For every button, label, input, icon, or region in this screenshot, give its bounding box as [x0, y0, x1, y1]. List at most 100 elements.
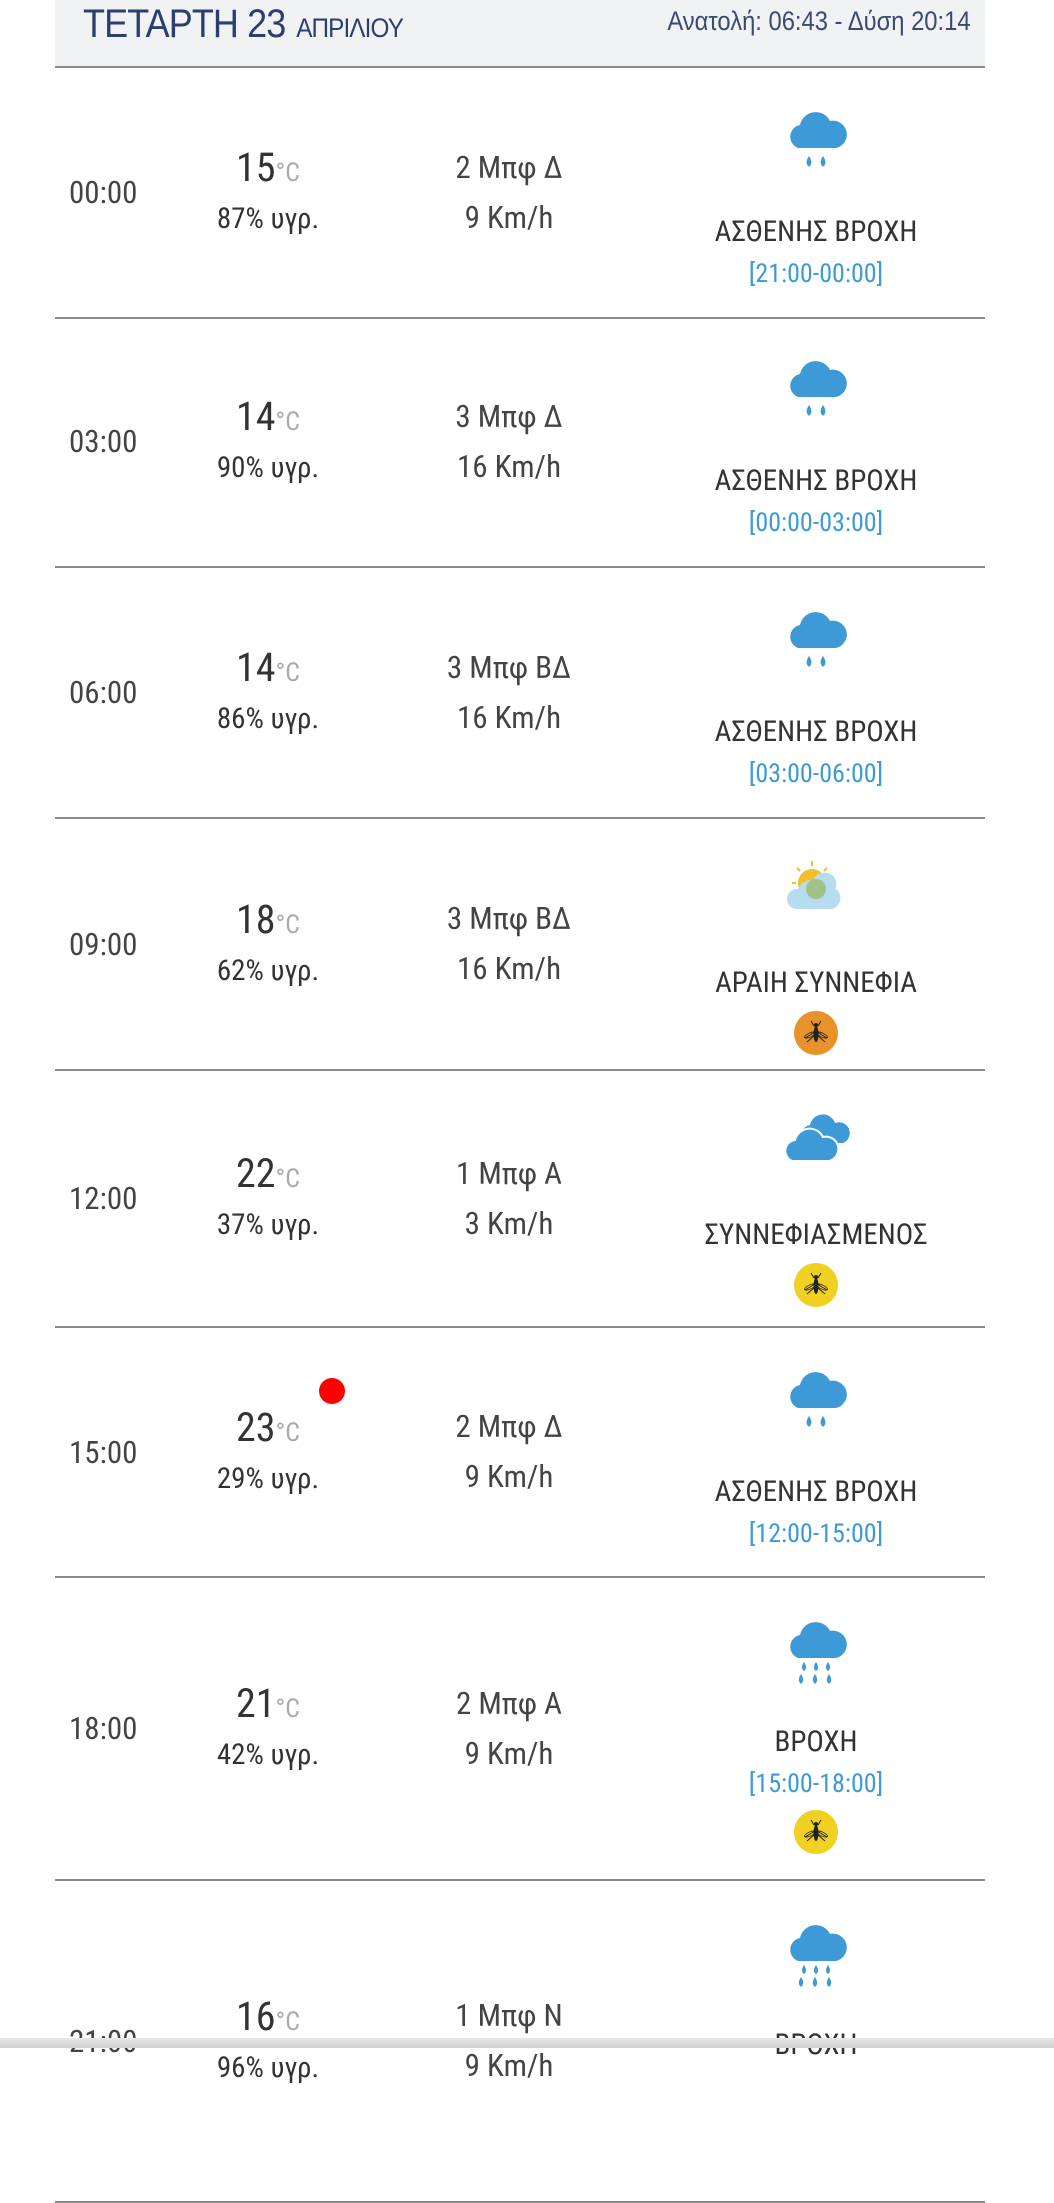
forecast-row: 03:00 14°C 90% υγρ. 3 Μπφ Δ 16 Km/h ΑΣΘΕ… — [55, 317, 985, 568]
wind-speed: 3 Km/h — [464, 1204, 554, 1242]
temperature: 15°C — [236, 144, 300, 197]
temperature: 23°C — [236, 1404, 300, 1457]
light-rain-icon — [776, 1364, 856, 1440]
weather-block: ΒΡΟΧΗ [15:00-18:00] — [666, 1614, 966, 1854]
temperature: 18°C — [236, 896, 300, 949]
weather-description: ΑΣΘΕΝΗΣ ΒΡΟΧΗ — [714, 215, 918, 249]
temperature-unit: °C — [275, 2006, 300, 2037]
wind-beaufort: 2 Μπφ Δ — [455, 1408, 563, 1445]
temperature-unit: °C — [275, 407, 300, 437]
hour-label: 09:00 — [69, 925, 138, 963]
wind-block: 2 Μπφ Δ 9 Km/h — [419, 1328, 599, 1576]
day-header: ΤΕΤΑΡΤΗ 23 ΑΠΡΙΛΙΟΥ Ανατολή: 06:43 - Δύση… — [55, 0, 985, 68]
weather-description: ΑΣΘΕΝΗΣ ΒΡΟΧΗ — [714, 464, 918, 498]
wind-beaufort: 2 Μπφ Α — [455, 1684, 563, 1722]
wind-beaufort: 2 Μπφ Δ — [455, 148, 563, 186]
weather-description: ΒΡΟΧΗ — [774, 1725, 858, 1759]
temperature-unit: °C — [275, 658, 300, 688]
sunrise-sunset: Ανατολή: 06:43 - Δύση 20:14 — [667, 6, 971, 36]
temperature: 16°C — [236, 1993, 300, 2046]
mosquito-icon — [794, 1011, 838, 1055]
rain-icon — [776, 1614, 856, 1690]
temperature-value: 14 — [236, 644, 276, 691]
max-temperature-dot — [319, 1378, 345, 1404]
wind-speed: 9 Km/h — [464, 1458, 554, 1495]
wind-beaufort: 3 Μπφ ΒΔ — [446, 900, 572, 937]
wind-speed: 16 Km/h — [456, 447, 562, 485]
temperature: 14°C — [236, 644, 300, 697]
day-title: ΤΕΤΑΡΤΗ 23 ΑΠΡΙΛΙΟΥ — [83, 2, 404, 46]
weather-block: ΑΣΘΕΝΗΣ ΒΡΟΧΗ [12:00-15:00] — [666, 1364, 966, 1554]
rain-period: [12:00-15:00] — [748, 1519, 884, 1549]
rain-icon — [776, 1917, 856, 1993]
humidity: 62% υγρ. — [216, 953, 320, 988]
wind-speed: 16 Km/h — [456, 698, 562, 736]
wind-beaufort: 1 Μπφ Α — [455, 1154, 563, 1192]
rain-period: [21:00-00:00] — [748, 259, 884, 289]
temperature: 22°C — [236, 1150, 300, 1203]
hour-label: 15:00 — [69, 1433, 138, 1471]
humidity: 86% υγρ. — [216, 702, 320, 736]
temperature-value: 18 — [236, 895, 276, 943]
temperature-unit: °C — [275, 909, 300, 940]
temperature-unit: °C — [275, 1417, 300, 1448]
rain-period: [00:00-03:00] — [748, 508, 884, 538]
wind-beaufort: 1 Μπφ Ν — [455, 1997, 563, 2034]
hour-label: 18:00 — [69, 1710, 138, 1747]
humidity: 29% υγρ. — [216, 1461, 320, 1496]
cloudy-icon — [776, 1107, 856, 1183]
wind-speed: 9 Km/h — [464, 198, 554, 236]
light-rain-icon — [776, 104, 856, 180]
weather-description: ΑΣΘΕΝΗΣ ΒΡΟΧΗ — [714, 715, 918, 749]
bottom-edge — [0, 2038, 1054, 2048]
wind-speed: 9 Km/h — [464, 2047, 554, 2084]
humidity: 37% υγρ. — [216, 1208, 320, 1242]
humidity: 96% υγρ. — [216, 2050, 320, 2085]
wind-block: 3 Μπφ ΒΔ 16 Km/h — [419, 819, 599, 1069]
mosquito-icon — [794, 1810, 838, 1854]
temperature: 21°C — [236, 1680, 300, 1733]
wind-block: 3 Μπφ ΒΔ 16 Km/h — [419, 568, 599, 817]
weather-description: ΣΥΝΝΕΦΙΑΣΜΕΝΟΣ — [704, 1218, 928, 1252]
weather-block: ΑΡΑΙΗ ΣΥΝΝΕΦΙΑ — [666, 855, 966, 1055]
light-rain-icon — [776, 353, 856, 429]
forecast-row: 18:00 21°C 42% υγρ. 2 Μπφ Α 9 Km/h ΒΡΟΧΗ… — [55, 1578, 985, 1881]
humidity: 90% υγρ. — [216, 451, 320, 485]
light-rain-icon — [776, 604, 856, 680]
wind-beaufort: 3 Μπφ Δ — [455, 397, 563, 435]
temperature-value: 21 — [236, 1680, 276, 1727]
weather-description: ΑΡΑΙΗ ΣΥΝΝΕΦΙΑ — [715, 966, 917, 1000]
wind-block: 3 Μπφ Δ 16 Km/h — [419, 317, 599, 566]
forecast-row: 06:00 14°C 86% υγρ. 3 Μπφ ΒΔ 16 Km/h ΑΣΘ… — [55, 568, 985, 819]
partly-cloudy-icon — [776, 855, 856, 931]
temperature-block: 14°C 90% υγρ. — [203, 317, 333, 566]
forecast-row: 12:00 22°C 37% υγρ. 1 Μπφ Α 3 Km/h ΣΥΝΝΕ… — [55, 1071, 985, 1328]
wind-speed: 16 Km/h — [456, 950, 562, 987]
month-label: ΑΠΡΙΛΙΟΥ — [296, 13, 404, 43]
weather-block: ΑΣΘΕΝΗΣ ΒΡΟΧΗ [03:00-06:00] — [666, 604, 966, 794]
hour-label: 12:00 — [69, 1180, 138, 1217]
forecast-row: 15:00 23°C 29% υγρ. 2 Μπφ Δ 9 Km/h ΑΣΘΕΝ… — [55, 1328, 985, 1578]
temperature-unit: °C — [275, 158, 300, 188]
wind-block: 2 Μπφ Δ 9 Km/h — [419, 68, 599, 317]
weather-block: ΑΣΘΕΝΗΣ ΒΡΟΧΗ [21:00-00:00] — [666, 104, 966, 294]
hour-label: 06:00 — [69, 674, 138, 711]
weather-description: ΑΣΘΕΝΗΣ ΒΡΟΧΗ — [714, 1475, 918, 1509]
temperature-block: 23°C 29% υγρ. — [203, 1328, 333, 1576]
humidity: 87% υγρ. — [216, 202, 320, 236]
temperature-value: 14 — [236, 393, 276, 440]
temperature-block: 21°C 42% υγρ. — [203, 1578, 333, 1879]
wind-beaufort: 3 Μπφ ΒΔ — [446, 648, 572, 686]
weather-block: ΑΣΘΕΝΗΣ ΒΡΟΧΗ [00:00-03:00] — [666, 353, 966, 543]
temperature-value: 23 — [236, 1403, 276, 1451]
temperature: 14°C — [236, 393, 300, 446]
wind-block: 1 Μπφ Α 3 Km/h — [419, 1071, 599, 1326]
temperature-block: 18°C 62% υγρ. — [203, 819, 333, 1069]
temperature-value: 15 — [236, 144, 276, 191]
weather-block: ΣΥΝΝΕΦΙΑΣΜΕΝΟΣ — [666, 1107, 966, 1307]
wind-block: 2 Μπφ Α 9 Km/h — [419, 1578, 599, 1879]
forecast-row: 00:00 15°C 87% υγρ. 2 Μπφ Δ 9 Km/h ΑΣΘΕΝ… — [55, 68, 985, 319]
temperature-block: 22°C 37% υγρ. — [203, 1071, 333, 1326]
temperature-value: 22 — [236, 1150, 276, 1197]
rain-period: [03:00-06:00] — [748, 759, 884, 789]
